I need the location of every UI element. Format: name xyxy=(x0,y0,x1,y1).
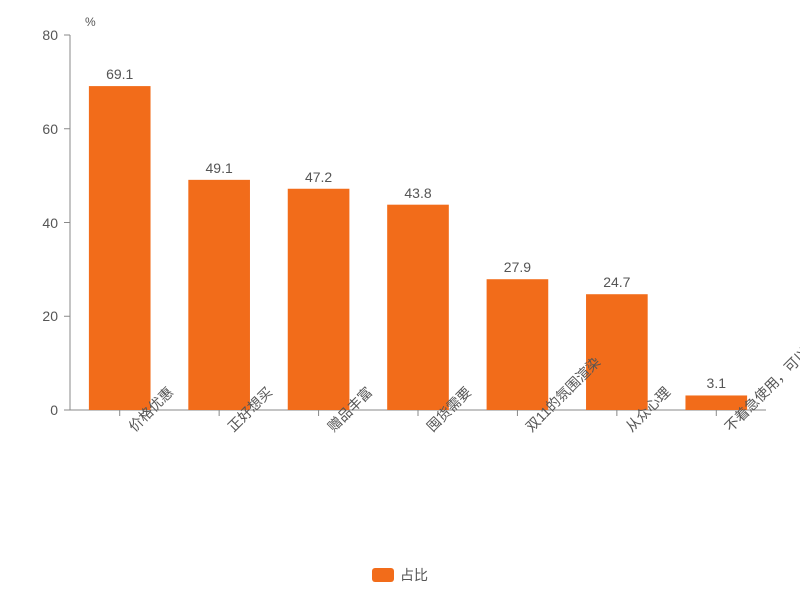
y-tick-label: 60 xyxy=(18,121,58,137)
bar-value-label: 43.8 xyxy=(404,185,431,201)
y-axis-unit: % xyxy=(85,15,96,29)
x-tick-label: 囤货需要 xyxy=(422,422,436,436)
x-tick-label: 不着急使用，可以等尾款发货 xyxy=(720,422,734,436)
y-tick-label: 40 xyxy=(18,215,58,231)
bar-value-label: 49.1 xyxy=(206,160,233,176)
bar-chart: 0 20 40 60 80% 价格优惠 69.1 正好想买 49.1 赠品丰富 47.2 囤货需要 43… xyxy=(0,0,800,599)
legend-swatch xyxy=(372,568,394,582)
y-tick-label: 80 xyxy=(18,27,58,43)
legend: 占比 xyxy=(372,565,428,585)
bar-value-label: 3.1 xyxy=(707,375,726,391)
x-tick-label: 价格优惠 xyxy=(124,422,138,436)
bar-value-label: 27.9 xyxy=(504,259,531,275)
legend-label: 占比 xyxy=(400,565,428,585)
bar-value-label: 47.2 xyxy=(305,169,332,185)
x-tick-label: 赠品丰富 xyxy=(323,422,337,436)
y-tick-label: 0 xyxy=(18,402,58,418)
chart-labels-overlay: 0 20 40 60 80% 价格优惠 69.1 正好想买 49.1 赠品丰富 47.2 囤货需要 43… xyxy=(0,0,800,599)
x-tick-label: 双11的氛围渲染 xyxy=(521,422,535,436)
y-tick-label: 20 xyxy=(18,308,58,324)
bar-value-label: 69.1 xyxy=(106,66,133,82)
x-tick-label: 正好想买 xyxy=(223,422,237,436)
x-tick-label: 从众心理 xyxy=(621,422,635,436)
bar-value-label: 24.7 xyxy=(603,274,630,290)
